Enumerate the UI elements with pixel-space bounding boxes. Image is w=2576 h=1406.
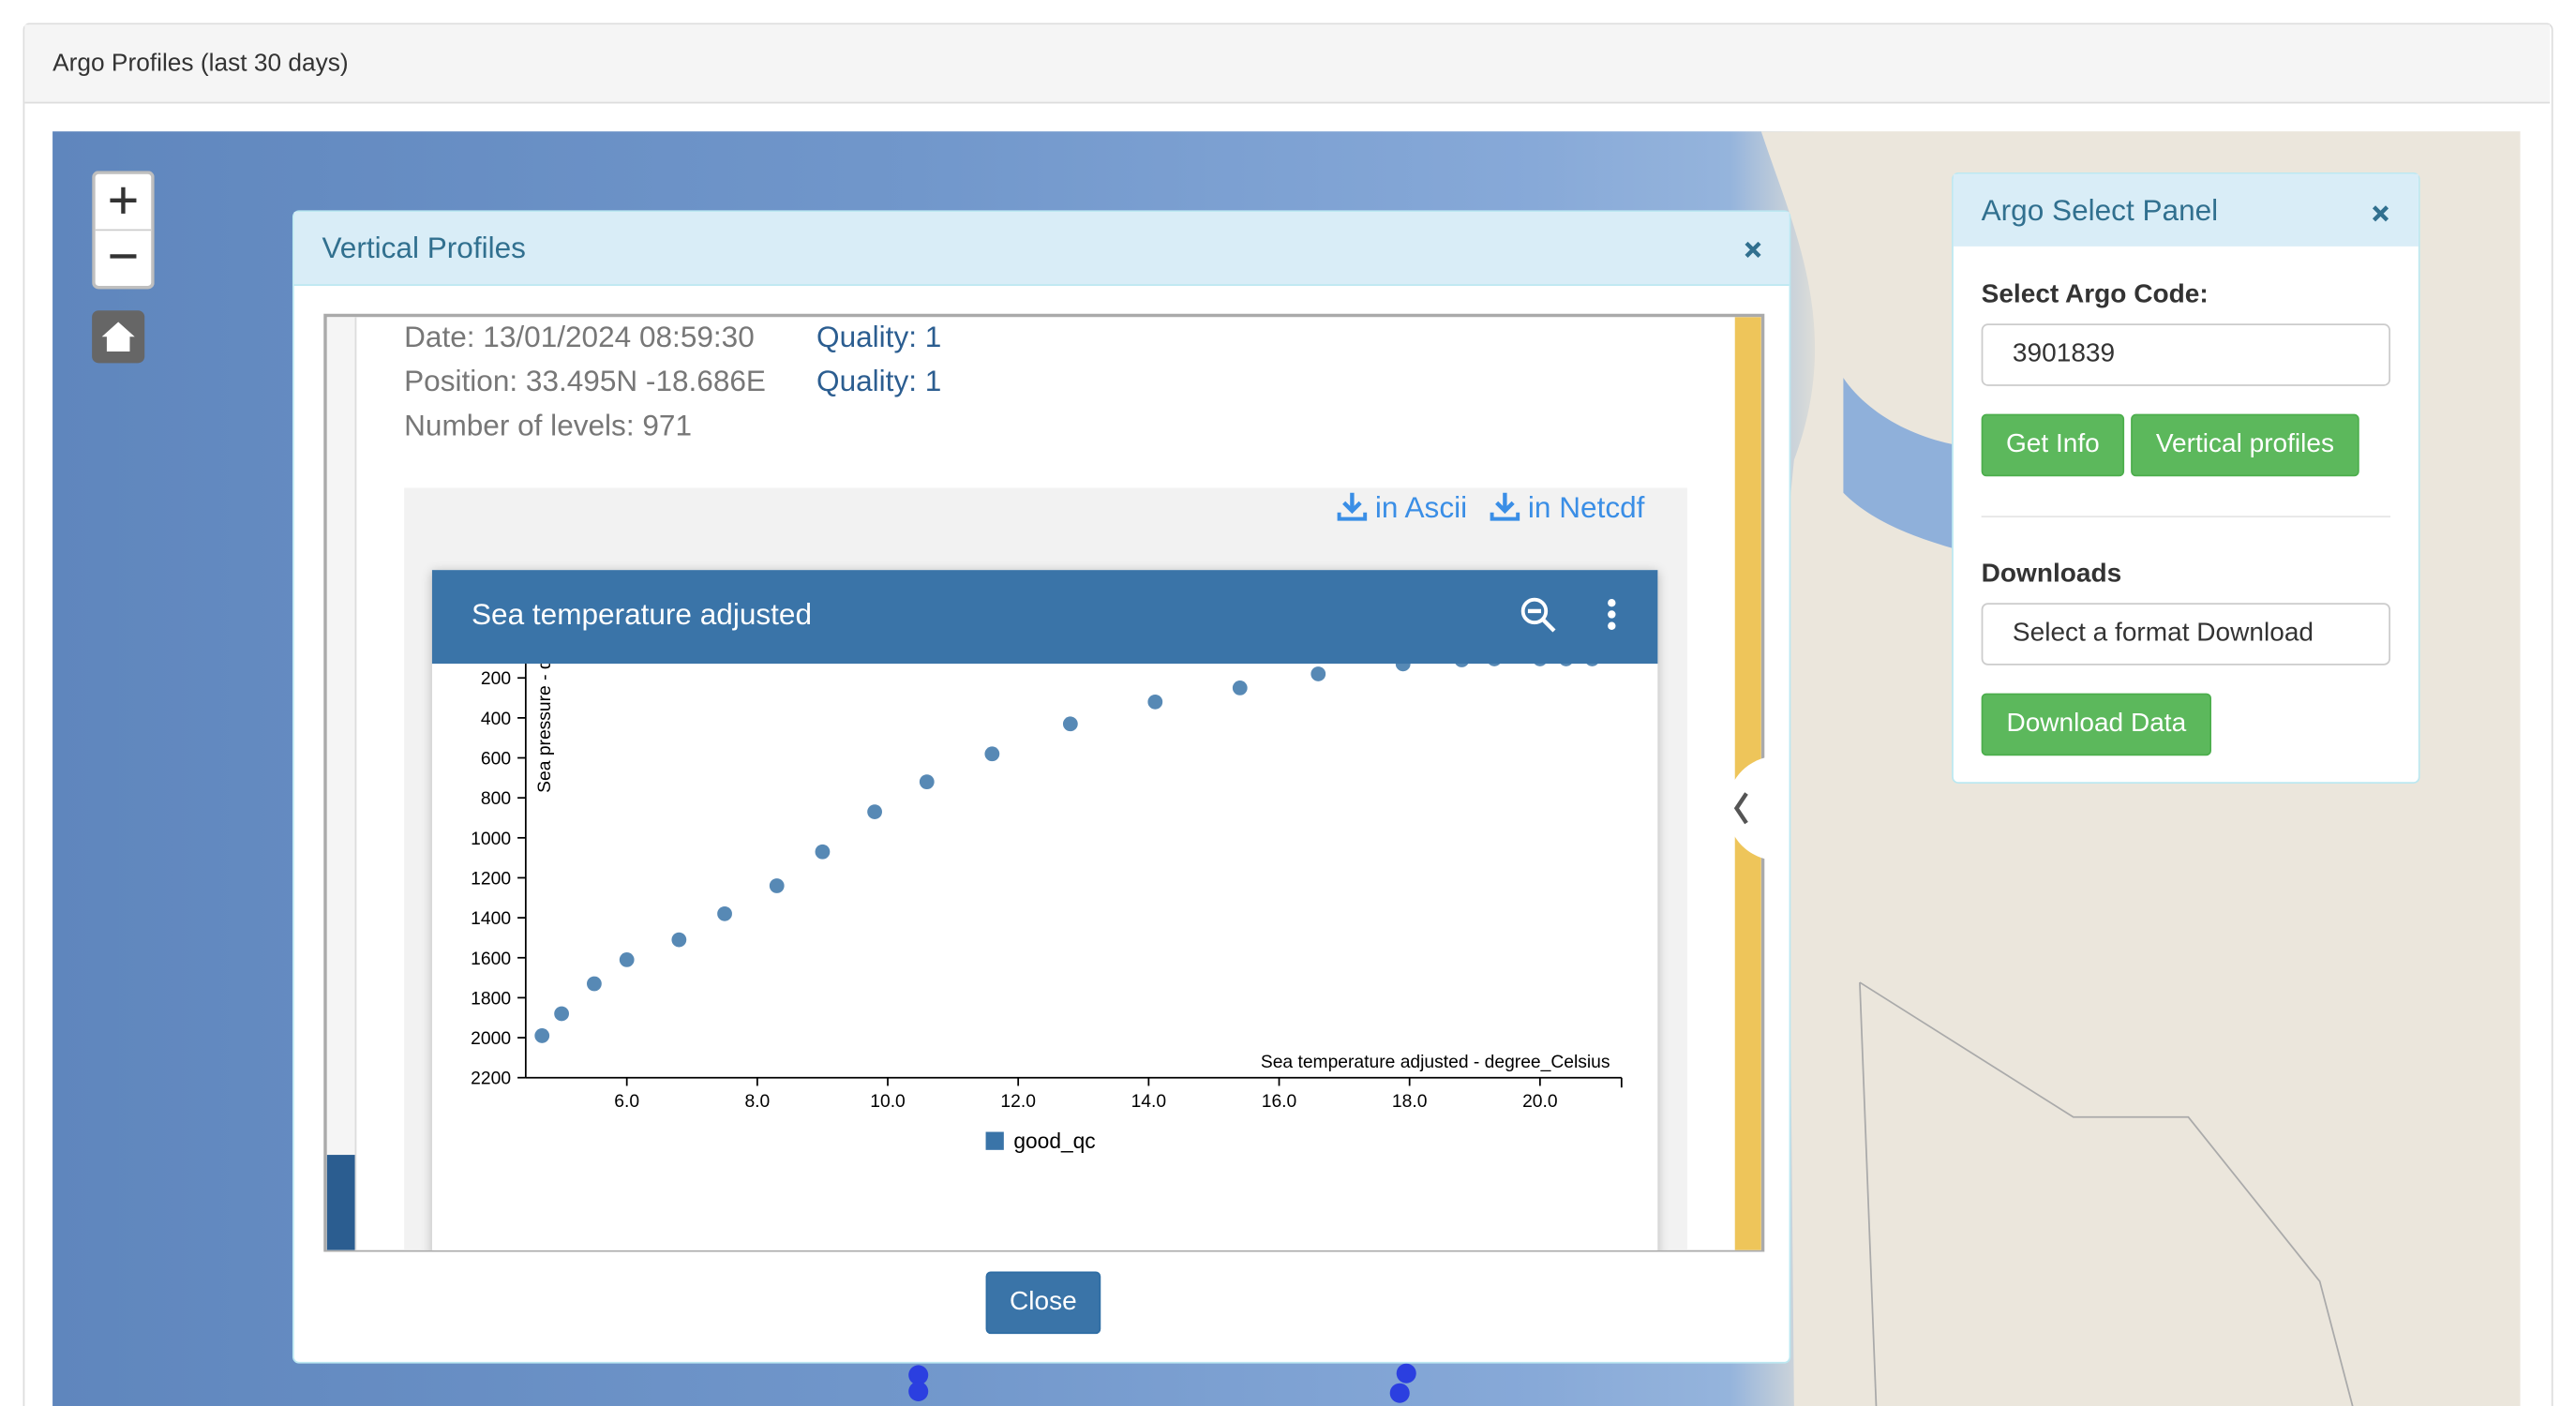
collapse-tab[interactable] [1726,756,1767,860]
vertical-profiles-button[interactable]: Vertical profiles [2131,413,2359,477]
x-tick-label: 18.0 [1392,1092,1428,1112]
y-axis-label: Sea pressure - decibar [535,664,555,793]
data-point [769,878,785,893]
format-select[interactable]: Select a format Download [1981,603,2391,666]
date-quality: Quality: 1 [816,320,942,353]
y-tick-label: 2000 [471,1029,511,1049]
panel-title: Argo Profiles (last 30 days) [52,49,349,78]
code-select[interactable]: 3901839 [1981,323,2391,386]
y-tick-label: 400 [481,710,511,729]
data-point [815,844,831,860]
modal-header: Vertical Profiles [293,212,1790,286]
data-point [1395,664,1411,672]
modal-title: Vertical Profiles [322,232,526,265]
x-tick-label: 20.0 [1522,1092,1558,1112]
zoom-icons [95,187,152,259]
x-tick-label: 8.0 [744,1092,770,1112]
data-point [1062,716,1078,732]
data-point [1310,666,1326,681]
profile-date: Date: 13/01/2024 08:59:30 [404,320,755,353]
data-point [554,1006,569,1022]
data-point [1147,694,1163,710]
y-tick-label: 1000 [471,830,511,849]
panel-heading: Argo Profiles (last 30 days) [24,24,2551,104]
code-label: Select Argo Code: [1981,280,2209,309]
legend-swatch [985,1131,1004,1150]
panel [22,22,2554,1406]
x-tick-label: 12.0 [1000,1092,1036,1112]
float-marker[interactable] [908,1381,929,1401]
position-quality: Quality: 1 [816,365,942,398]
select-panel-header: Argo Select Panel [1953,173,2419,247]
downloads-label: Downloads [1981,560,2122,589]
netcdf-link[interactable]: in Netcdf [1527,491,1645,525]
home-icon [101,322,135,352]
data-point [1232,681,1248,696]
chart: 0200400600800100012001400160018002000220… [471,664,1623,1153]
border [1859,982,1878,1406]
left-strip-marker [326,1155,355,1250]
data-point [619,952,635,967]
data-point [671,932,687,948]
download-data-button[interactable]: Download Data [1981,693,2211,756]
format-placeholder: Select a format Download [2012,619,2314,648]
float-marker[interactable] [1389,1383,1410,1403]
border [1859,981,2354,1406]
chart-header: Sea temperature adjusted [431,570,1658,665]
y-tick-label: 1800 [471,989,511,1009]
zoom-out-icon[interactable] [1520,596,1559,636]
y-tick-label: 200 [481,669,511,689]
ascii-link[interactable]: in Ascii [1374,491,1468,525]
legend-label: good_qc [1013,1129,1095,1153]
select-panel: Argo Select Panel Select Argo Code: 3901… [1952,172,2420,784]
x-tick-label: 16.0 [1262,1092,1296,1112]
menu-icon[interactable] [1602,596,1622,636]
y-tick-label: 2200 [471,1069,511,1089]
close-button[interactable]: Close [985,1271,1101,1335]
code-value: 3901839 [2012,339,2116,368]
home-button[interactable] [92,310,145,364]
y-tick-label: 600 [481,750,511,770]
data-point [1489,664,1501,666]
data-point [587,976,602,992]
x-axis-label: Sea temperature adjusted - degree_Celsiu… [1261,1053,1610,1072]
profile-frame: Date: 13/01/2024 08:59:30 Quality: 1 Pos… [323,313,1765,1252]
get-info-button[interactable]: Get Info [1981,413,2125,477]
data-point [717,905,732,921]
download-icon [1490,492,1520,521]
chart-card: Sea temperature adjusted 020040060080010… [431,570,1658,1250]
left-strip [326,317,357,1250]
float-marker[interactable] [908,1365,929,1385]
zoom-in[interactable] [110,187,137,214]
x-tick-label: 14.0 [1131,1092,1166,1112]
data-point [867,804,882,819]
zoom-control [92,171,155,290]
data-point [1560,664,1572,666]
data-point [919,774,935,790]
modal-close-icon[interactable] [1744,240,1763,260]
divider [1981,516,2391,518]
y-tick-label: 1200 [471,869,511,889]
data-point [1455,664,1469,667]
y-tick-label: 800 [481,789,511,809]
data-point [534,1028,550,1043]
chart-title: Sea temperature adjusted [471,597,813,631]
profile-levels: Number of levels: 971 [404,409,693,442]
data-point [1586,664,1598,666]
chart-container: in Ascii in Netcdf Sea temperature adjus… [404,487,1687,1250]
modal: Vertical Profiles Date: 13/01/2024 08:59… [292,210,1791,1364]
y-tick-label: 1400 [471,909,511,929]
download-icon [1337,492,1368,521]
select-panel-title: Argo Select Panel [1981,193,2219,227]
y-tick-label: 1600 [471,950,511,969]
profile-position: Position: 33.495N -18.686E [404,365,766,398]
data-point [984,746,1000,762]
x-tick-label: 6.0 [614,1092,639,1112]
data-point [1534,664,1546,666]
x-tick-label: 10.0 [870,1092,906,1112]
float-marker[interactable] [1396,1363,1416,1384]
select-panel-close[interactable] [2371,203,2390,223]
